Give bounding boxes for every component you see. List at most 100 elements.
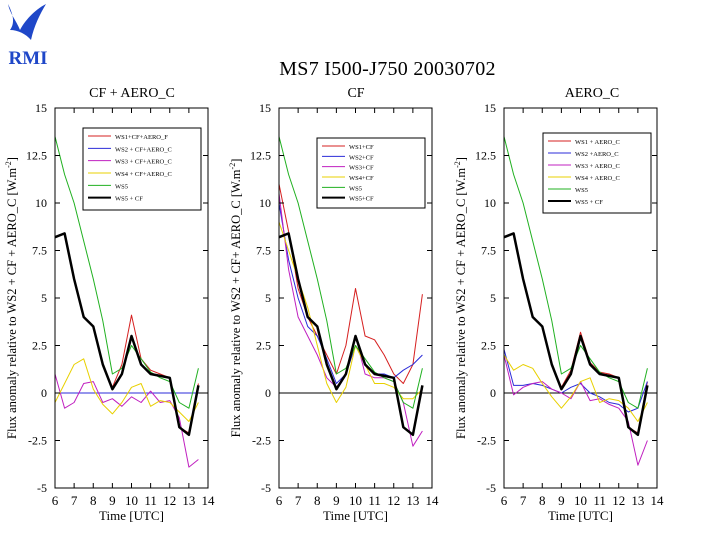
x-tick-label: 12 <box>387 493 400 508</box>
series-line-6 <box>503 232 649 437</box>
legend-label: WS3 + AERO_C <box>575 163 620 170</box>
series-line-6 <box>54 232 200 437</box>
y-tick-label: 0 <box>41 386 47 400</box>
legend-label: WS5 <box>349 185 362 192</box>
x-axis-label: Time [UTC] <box>323 508 388 523</box>
y-tick-label: 2.5 <box>481 339 496 353</box>
y-tick-label: 5 <box>490 291 496 305</box>
y-axis-label-superscript: -2 <box>453 161 462 168</box>
y-axis-label-main: Flux anomaly relative to WS2 + CF + AERO… <box>454 168 468 439</box>
y-tick-label: 10 <box>35 196 47 210</box>
y-tick-label: -5 <box>37 481 47 495</box>
x-tick-label: 6 <box>276 493 283 508</box>
series-line-6 <box>278 232 424 437</box>
legend-label: WS3+CF <box>349 165 374 172</box>
x-tick-label: 6 <box>52 493 59 508</box>
y-tick-label: 0 <box>265 386 271 400</box>
series-line-3 <box>503 354 648 466</box>
legend-label: WS5 + CF <box>115 196 143 203</box>
y-axis-label-main: Flux anomaly relative to WS2 + CF + AERO… <box>5 168 19 439</box>
series-line-1 <box>503 232 648 434</box>
y-axis-label-end: ] <box>5 157 19 161</box>
y-tick-label: 2.5 <box>32 339 47 353</box>
legend: WS1+CF+AERO_F WS2 + CF+AERO_C WS3 + CF+AER… <box>82 127 202 211</box>
chart-panel-1: CF + AERO_C -5 -2.5 0 2.5 5 7.5 10 12.5 15 6 7 8 9 10 1… <box>4 86 215 523</box>
y-tick-label: -2.5 <box>477 434 496 448</box>
y-tick-label: -5 <box>486 481 496 495</box>
y-axis-label: Flux anomaly relative to WS2 + CF + AERO… <box>4 157 19 439</box>
x-tick-label: 14 <box>202 493 216 508</box>
legend-label: WS1 + AERO_C <box>575 139 620 146</box>
legend: WS1 + AERO_C WS2 +AERO_C WS3 + AERO_C WS4 +… <box>542 132 652 214</box>
x-tick-label: 14 <box>426 493 440 508</box>
legend-label: WS5 <box>575 187 588 194</box>
y-axis-label-main: Flux anomaly relative to WS2 + CF+ AERO_… <box>229 169 243 437</box>
y-tick-label: -5 <box>261 481 271 495</box>
y-tick-label: 2.5 <box>256 339 271 353</box>
legend-label: WS5 <box>115 183 128 190</box>
legend-label: WS5+CF <box>349 196 374 203</box>
legend-label: WS3 + CF+AERO_C <box>115 159 172 166</box>
x-tick-label: 7 <box>71 493 78 508</box>
x-tick-label: 6 <box>501 493 508 508</box>
chart-panel-2: CF -5 -2.5 0 2.5 5 7.5 10 12.5 15 6 7 8 9 10 11 12 13 14 Ti… <box>228 86 439 523</box>
y-tick-label: -2.5 <box>28 434 47 448</box>
legend-label: WS4 + CF+AERO_C <box>115 171 172 178</box>
legend-label: WS2 +AERO_C <box>575 151 619 158</box>
y-axis-label-superscript: -2 <box>228 163 237 170</box>
rmi-logo: RMI <box>8 4 48 69</box>
legend: WS1+CF WS2+CF WS3+CF WS4+CF WS5 WS5+CF <box>316 137 426 209</box>
y-tick-label: 15 <box>35 101 47 115</box>
page-title: MS7 I500-J750 20030702 <box>279 58 496 80</box>
legend-label: WS2+CF <box>349 154 374 161</box>
x-tick-label: 11 <box>368 493 381 508</box>
y-tick-label: 12.5 <box>26 149 47 163</box>
x-tick-label: 14 <box>651 493 665 508</box>
chart-title: AERO_C <box>565 86 619 101</box>
x-tick-label: 8 <box>314 493 321 508</box>
legend-label: WS4 + AERO_C <box>575 175 620 182</box>
logo-mark-icon <box>8 4 46 40</box>
legend-label: WS5 + CF <box>575 199 603 206</box>
x-tick-label: 8 <box>90 493 97 508</box>
y-axis-label-superscript: -2 <box>4 161 13 168</box>
legend-box <box>316 137 426 209</box>
legend-box <box>82 127 202 211</box>
x-tick-label: 12 <box>612 493 625 508</box>
y-tick-label: 7.5 <box>32 244 47 258</box>
x-tick-label: 11 <box>144 493 157 508</box>
legend-label: WS1+CF <box>349 144 374 151</box>
y-axis-label: Flux anomaly relative to WS2 + CF + AERO… <box>453 157 468 439</box>
y-tick-label: 0 <box>490 386 496 400</box>
chart-title: CF + AERO_C <box>89 86 175 101</box>
x-tick-label: 11 <box>593 493 606 508</box>
y-tick-label: 12.5 <box>475 149 496 163</box>
x-tick-label: 7 <box>295 493 302 508</box>
y-tick-label: 7.5 <box>256 244 271 258</box>
series-line-3 <box>54 373 199 468</box>
y-tick-label: 7.5 <box>481 244 496 258</box>
series-line-4 <box>278 221 423 403</box>
x-tick-label: 7 <box>520 493 527 508</box>
chart-title: CF <box>347 86 364 101</box>
legend-box <box>542 132 652 214</box>
y-tick-label: 5 <box>41 291 47 305</box>
x-tick-label: 8 <box>539 493 546 508</box>
x-tick-label: 13 <box>406 493 419 508</box>
logo-text: RMI <box>8 48 47 69</box>
y-tick-label: 15 <box>259 101 271 115</box>
chart-panel-3: AERO_C -5 -2.5 0 2.5 5 7.5 10 12.5 15 6 7 8 9 10 11 12 13… <box>453 86 664 523</box>
y-tick-label: 10 <box>259 196 271 210</box>
series-line-1 <box>54 232 199 434</box>
x-tick-label: 9 <box>109 493 116 508</box>
y-tick-label: 12.5 <box>250 149 271 163</box>
x-tick-label: 10 <box>125 493 138 508</box>
x-tick-label: 9 <box>333 493 340 508</box>
y-tick-label: 5 <box>265 291 271 305</box>
x-tick-label: 10 <box>574 493 587 508</box>
x-tick-label: 10 <box>349 493 362 508</box>
legend-label: WS1+CF+AERO_F <box>115 134 168 141</box>
y-tick-label: 10 <box>484 196 496 210</box>
y-axis-label-end: ] <box>454 157 468 161</box>
